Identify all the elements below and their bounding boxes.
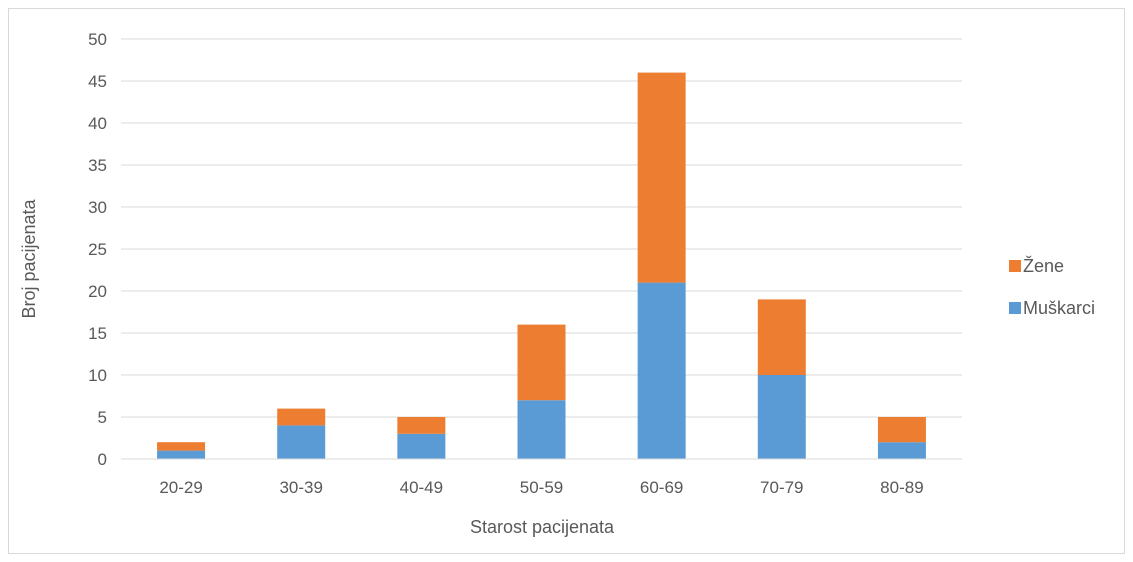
x-tick-label: 60-69 bbox=[640, 478, 683, 497]
x-tick-label: 40-49 bbox=[400, 478, 443, 497]
y-axis-title: Broj pacijenata bbox=[19, 198, 39, 318]
x-axis-title: Starost pacijenata bbox=[470, 517, 615, 537]
bar-muskarci-50-59 bbox=[517, 400, 566, 459]
bar-zene-80-89 bbox=[877, 417, 926, 443]
bar-muskarci-80-89 bbox=[877, 442, 926, 459]
y-tick-label: 35 bbox=[88, 156, 107, 175]
stacked-bar-chart: 0 5 10 15 20 25 30 35 40 45 50 20-29 30-39 40-49 50-5… bbox=[19, 30, 1095, 537]
bar-muskarci-30-39 bbox=[277, 425, 326, 459]
bar-muskarci-20-29 bbox=[157, 450, 206, 459]
y-tick-label: 10 bbox=[88, 366, 107, 385]
bar-muskarci-40-49 bbox=[397, 433, 446, 459]
bars bbox=[157, 72, 926, 459]
gridlines bbox=[121, 38, 962, 418]
x-tick-label: 20-29 bbox=[159, 478, 202, 497]
y-tick-label: 40 bbox=[88, 114, 107, 133]
bar-zene-70-79 bbox=[757, 299, 806, 375]
x-tick-labels: 20-29 30-39 40-49 50-59 60-69 70-79 80-89 bbox=[159, 478, 923, 497]
bar-zene-50-59 bbox=[517, 324, 566, 401]
x-tick-label: 50-59 bbox=[520, 478, 563, 497]
bar-zene-40-49 bbox=[397, 417, 446, 434]
legend-swatch-muskarci bbox=[1009, 302, 1021, 314]
y-tick-label: 45 bbox=[88, 72, 107, 91]
x-tick-label: 70-79 bbox=[760, 478, 803, 497]
y-tick-label: 20 bbox=[88, 282, 107, 301]
y-tick-label: 30 bbox=[88, 198, 107, 217]
legend: Žene Muškarci bbox=[1009, 256, 1095, 318]
bar-zene-20-29 bbox=[157, 442, 206, 451]
legend-label-muskarci: Muškarci bbox=[1023, 298, 1095, 318]
bar-zene-30-39 bbox=[277, 408, 326, 426]
y-tick-labels: 0 5 10 15 20 25 30 35 40 45 50 bbox=[88, 30, 107, 469]
legend-swatch-zene bbox=[1009, 260, 1021, 272]
bar-muskarci-70-79 bbox=[757, 375, 806, 459]
chart-frame: 0 5 10 15 20 25 30 35 40 45 50 20-29 30-39 40-49 50-5… bbox=[8, 8, 1125, 554]
y-tick-label: 0 bbox=[98, 450, 107, 469]
bar-muskarci-60-69 bbox=[637, 282, 686, 459]
x-tick-label: 30-39 bbox=[279, 478, 322, 497]
y-tick-label: 25 bbox=[88, 240, 107, 259]
x-tick-label: 80-89 bbox=[880, 478, 923, 497]
bar-zene-60-69 bbox=[637, 72, 686, 283]
y-tick-label: 50 bbox=[88, 30, 107, 49]
y-tick-label: 15 bbox=[88, 324, 107, 343]
y-tick-label: 5 bbox=[98, 408, 107, 427]
legend-label-zene: Žene bbox=[1023, 256, 1064, 276]
